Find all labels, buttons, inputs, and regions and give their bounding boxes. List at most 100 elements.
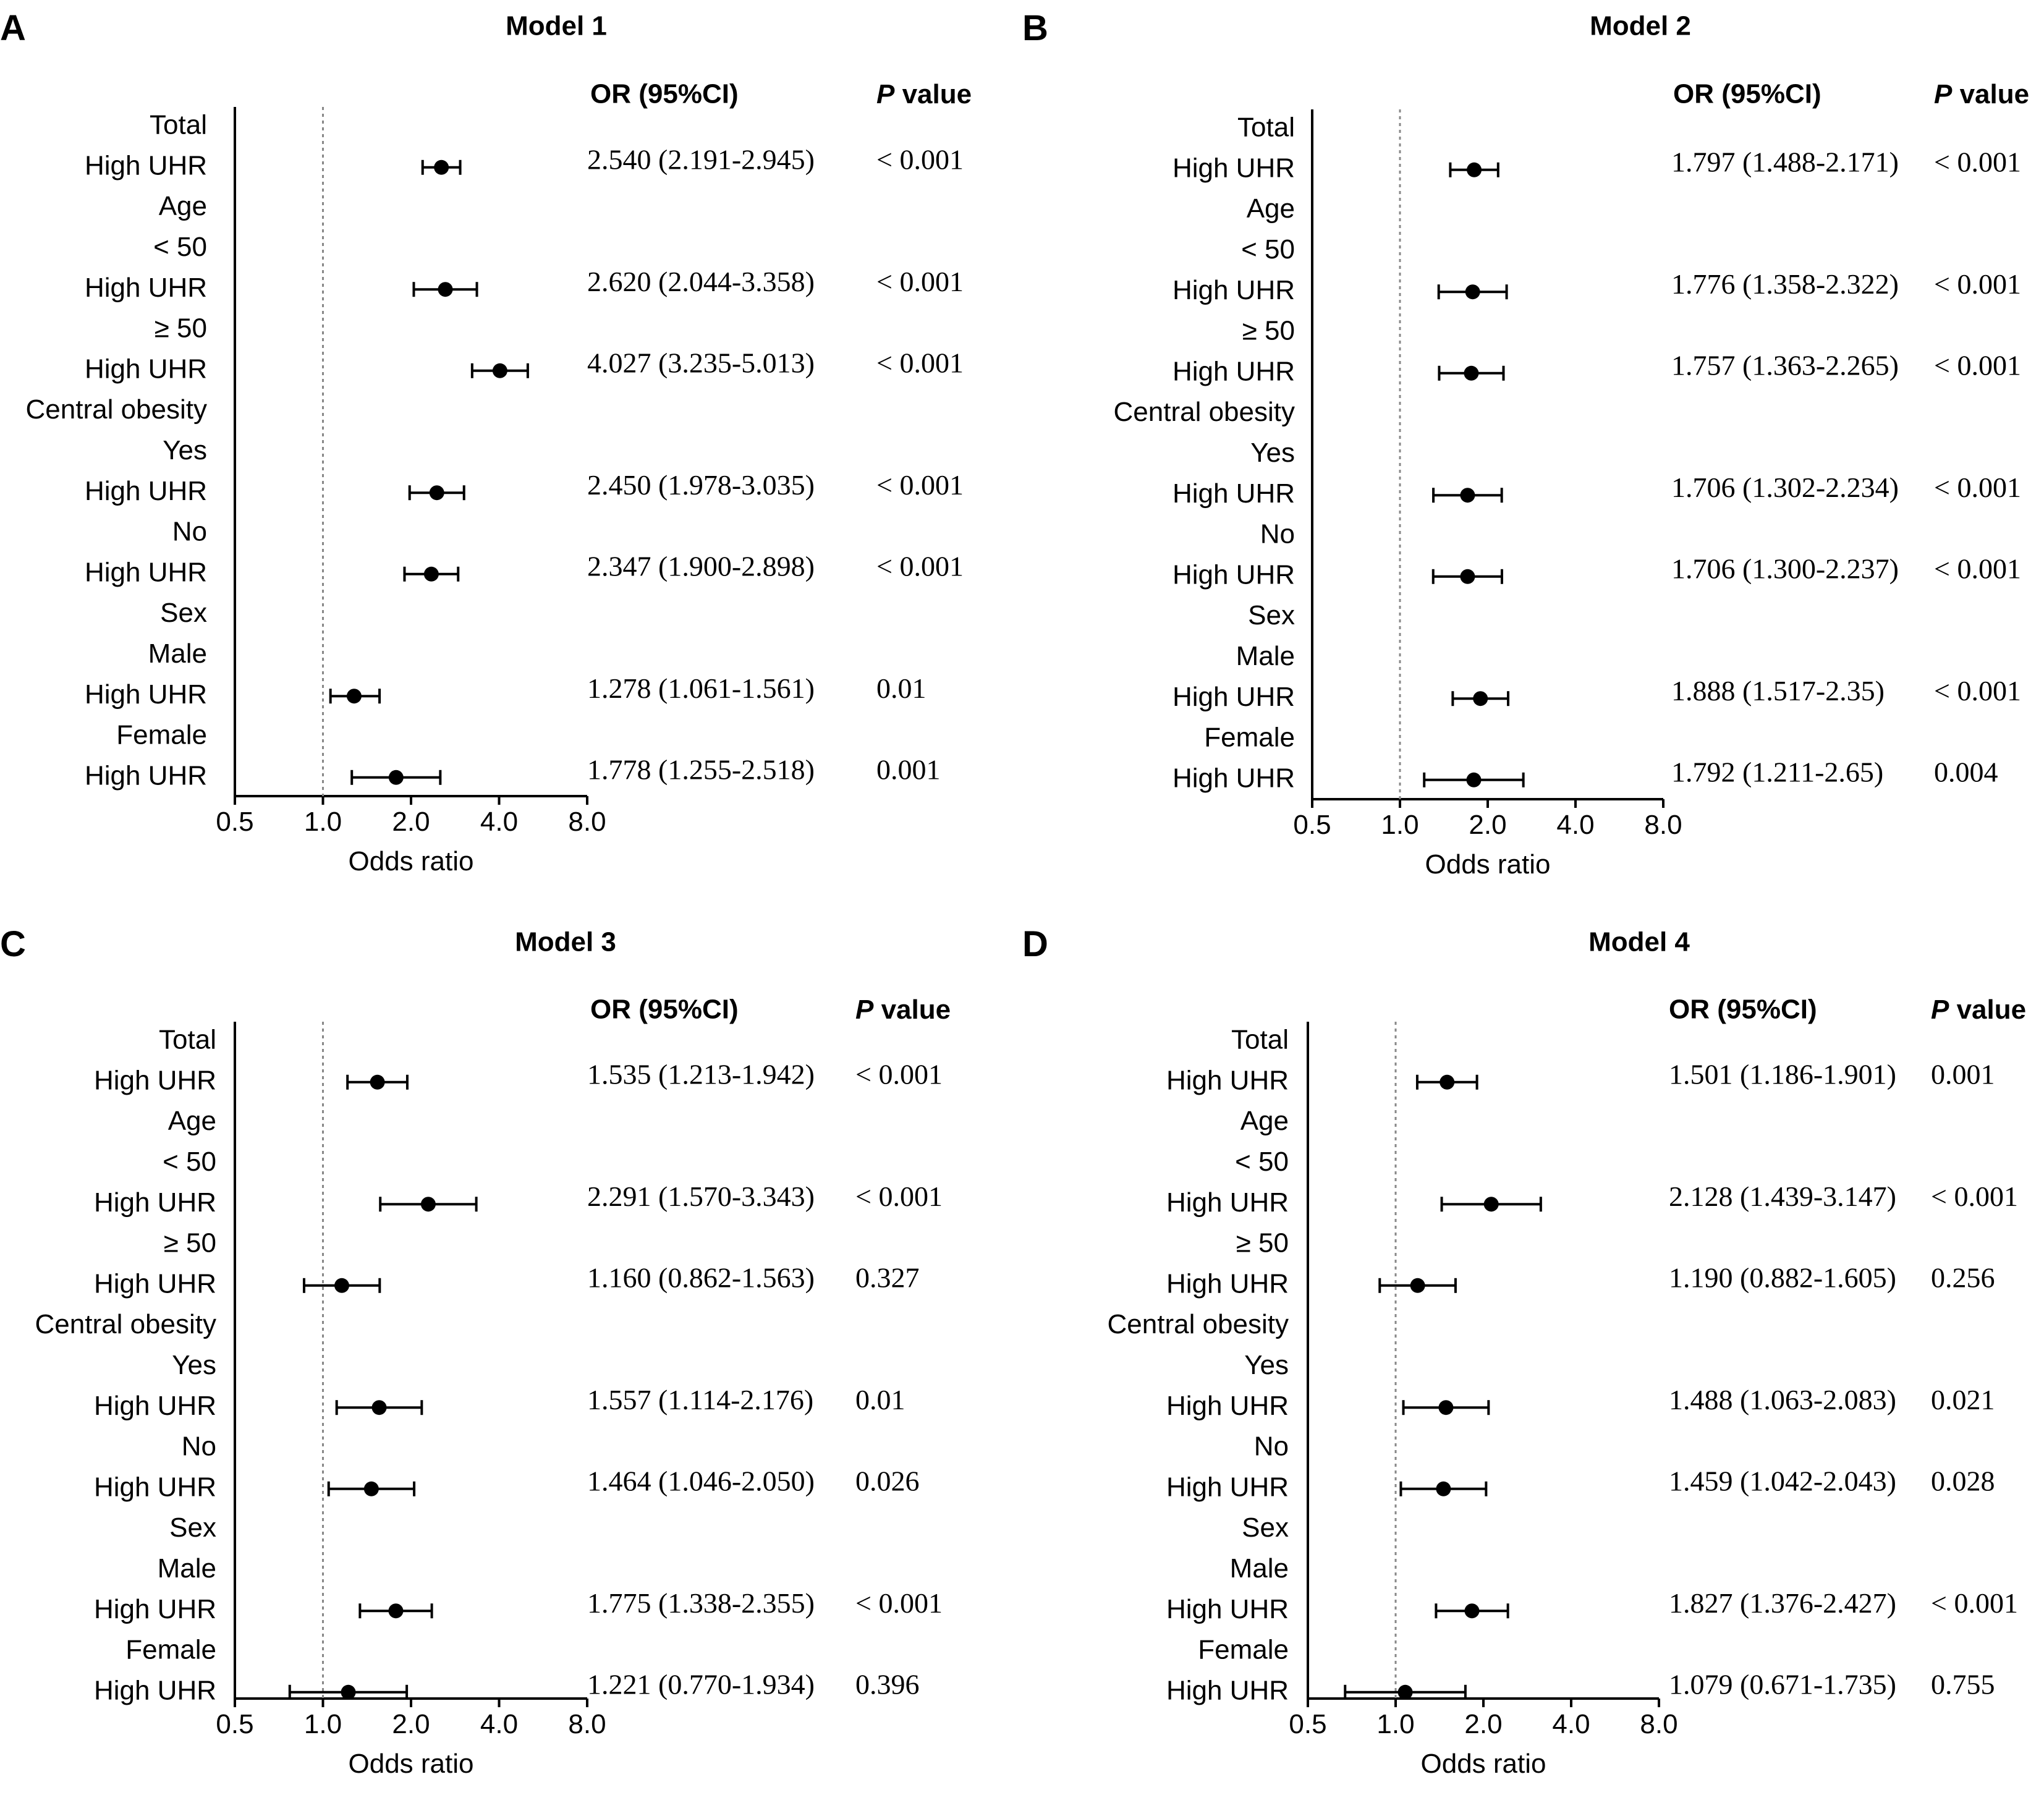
x-axis-title: Odds ratio: [1421, 1749, 1546, 1779]
row-label: Male: [158, 1553, 216, 1584]
row-label: High UHR: [1166, 1065, 1289, 1095]
or-ci-value: 2.620 (2.044-3.358): [587, 266, 815, 297]
forest-chart-a: A Model 1 OR (95%CI) P value 0.5 1.0 2.0 4.0 8.0…: [0, 8, 972, 876]
row-label: < 50: [153, 232, 207, 262]
row-label: Yes: [172, 1350, 216, 1380]
p-value: < 0.001: [1934, 675, 2021, 706]
row-label: High UHR: [1173, 356, 1295, 386]
row-label: No: [1254, 1432, 1289, 1462]
row-label: Total: [1237, 112, 1295, 143]
or-point: [334, 1278, 350, 1293]
forest-chart-b: B Model 2 OR (95%CI) P value 0.5 1.0 2.0 4.0 8.0…: [1022, 8, 2029, 880]
p-value: 0.01: [855, 1384, 905, 1415]
p-value: < 0.001: [855, 1058, 943, 1090]
or-point: [363, 1481, 379, 1496]
or-ci-value: 2.291 (1.570-3.343): [587, 1181, 815, 1212]
panel-letter: C: [0, 924, 26, 964]
p-value: < 0.001: [1934, 349, 2021, 381]
row-label: Central obesity: [1114, 397, 1295, 427]
row-label: Female: [1204, 723, 1295, 753]
row-label: Female: [125, 1635, 216, 1665]
row-label: No: [182, 1432, 216, 1462]
x-tick-label: 0.5: [1289, 1709, 1326, 1739]
row-label: Age: [1240, 1106, 1289, 1136]
or-point: [1460, 488, 1475, 503]
or-point: [388, 1603, 404, 1619]
or-ci-value: 2.450 (1.978-3.035): [587, 469, 815, 501]
x-tick-label: 0.5: [216, 1709, 253, 1739]
x-tick-label: 8.0: [1640, 1709, 1677, 1739]
or-point: [370, 1074, 385, 1090]
or-ci-value: 2.128 (1.439-3.147): [1669, 1181, 1896, 1212]
row-label: Male: [1230, 1553, 1289, 1584]
or-ci-value: 1.706 (1.300-2.237): [1671, 553, 1899, 584]
row-label: ≥ 50: [1236, 1228, 1289, 1258]
x-tick-label: 8.0: [1644, 810, 1682, 840]
or-point: [1483, 1197, 1499, 1212]
x-tick-label: 2.0: [392, 807, 430, 837]
p-value: 0.026: [855, 1465, 920, 1496]
x-tick-label: 8.0: [568, 1709, 606, 1739]
row-label: High UHR: [85, 273, 207, 303]
or-point: [1438, 1400, 1454, 1415]
or-ci-value: 1.557 (1.114-2.176): [587, 1384, 813, 1415]
row-label: High UHR: [1166, 1187, 1289, 1218]
p-value: < 0.001: [876, 347, 964, 378]
p-value: 0.028: [1931, 1465, 1995, 1496]
or-point: [341, 1684, 356, 1700]
x-axis-title: Odds ratio: [349, 846, 474, 876]
or-ci-value: 1.278 (1.061-1.561): [587, 672, 815, 704]
row-label: High UHR: [1166, 1268, 1289, 1299]
p-value: < 0.001: [876, 550, 964, 582]
or-point: [1410, 1278, 1425, 1293]
row-label: High UHR: [94, 1675, 216, 1705]
row-label: Age: [159, 191, 207, 221]
row-label: High UHR: [1173, 763, 1295, 793]
forest-chart-d: D Model 4 OR (95%CI) P value 0.5 1.0 2.0 4.0 8.0…: [1022, 924, 2026, 1779]
panel-title: Model 3: [515, 927, 616, 957]
forest-panel-a: A Model 1 OR (95%CI) P value 0.5 1.0 2.0 4.0 8.0…: [0, 0, 1022, 901]
row-label: High UHR: [85, 760, 207, 791]
row-label: High UHR: [94, 1187, 216, 1218]
or-column-header: OR (95%CI): [1669, 995, 1817, 1025]
row-label: High UHR: [94, 1268, 216, 1299]
or-ci-value: 1.888 (1.517-2.35): [1671, 675, 1885, 706]
or-point: [420, 1197, 436, 1212]
or-point: [371, 1400, 387, 1415]
p-value-column-header: P value: [1934, 79, 2029, 109]
or-ci-value: 1.079 (0.671-1.735): [1669, 1668, 1896, 1700]
row-label: High UHR: [85, 679, 207, 710]
or-ci-value: 1.792 (1.211-2.65): [1671, 756, 1883, 787]
or-ci-value: 1.775 (1.338-2.355): [587, 1587, 815, 1619]
row-label: High UHR: [1173, 559, 1295, 590]
row-label: Central obesity: [1108, 1309, 1289, 1339]
or-point: [492, 363, 507, 378]
or-point: [1467, 162, 1482, 177]
forest-chart-c: C Model 3 OR (95%CI) P value 0.5 1.0 2.0 4.0 8.0…: [0, 924, 951, 1779]
panel-letter: A: [0, 8, 26, 48]
or-point: [1436, 1481, 1451, 1496]
row-label: High UHR: [1166, 1391, 1289, 1421]
row-label: High UHR: [1166, 1594, 1289, 1624]
p-value: < 0.001: [876, 469, 964, 501]
x-tick-label: 4.0: [1552, 1709, 1590, 1739]
forest-panel-b: B Model 2 OR (95%CI) P value 0.5 1.0 2.0 4.0 8.0…: [1022, 0, 2044, 901]
p-value-column-header: P value: [1931, 995, 2026, 1025]
row-label: Age: [1247, 193, 1295, 224]
p-value: < 0.001: [1934, 472, 2021, 503]
x-tick-label: 1.0: [304, 807, 342, 837]
p-value: 0.001: [876, 753, 941, 785]
or-ci-value: 1.535 (1.213-1.942): [587, 1058, 815, 1090]
row-label: Female: [116, 720, 207, 750]
x-tick-label: 0.5: [216, 807, 253, 837]
or-ci-value: 4.027 (3.235-5.013): [587, 347, 815, 378]
row-label: ≥ 50: [164, 1228, 216, 1258]
row-label: Male: [1236, 641, 1295, 671]
x-tick-label: 8.0: [568, 807, 606, 837]
or-ci-value: 1.797 (1.488-2.171): [1671, 146, 1899, 177]
x-tick-label: 1.0: [304, 1709, 342, 1739]
row-label: High UHR: [85, 354, 207, 384]
panel-letter: D: [1022, 924, 1048, 964]
or-point: [429, 485, 444, 501]
or-ci-value: 1.488 (1.063-2.083): [1669, 1384, 1896, 1415]
